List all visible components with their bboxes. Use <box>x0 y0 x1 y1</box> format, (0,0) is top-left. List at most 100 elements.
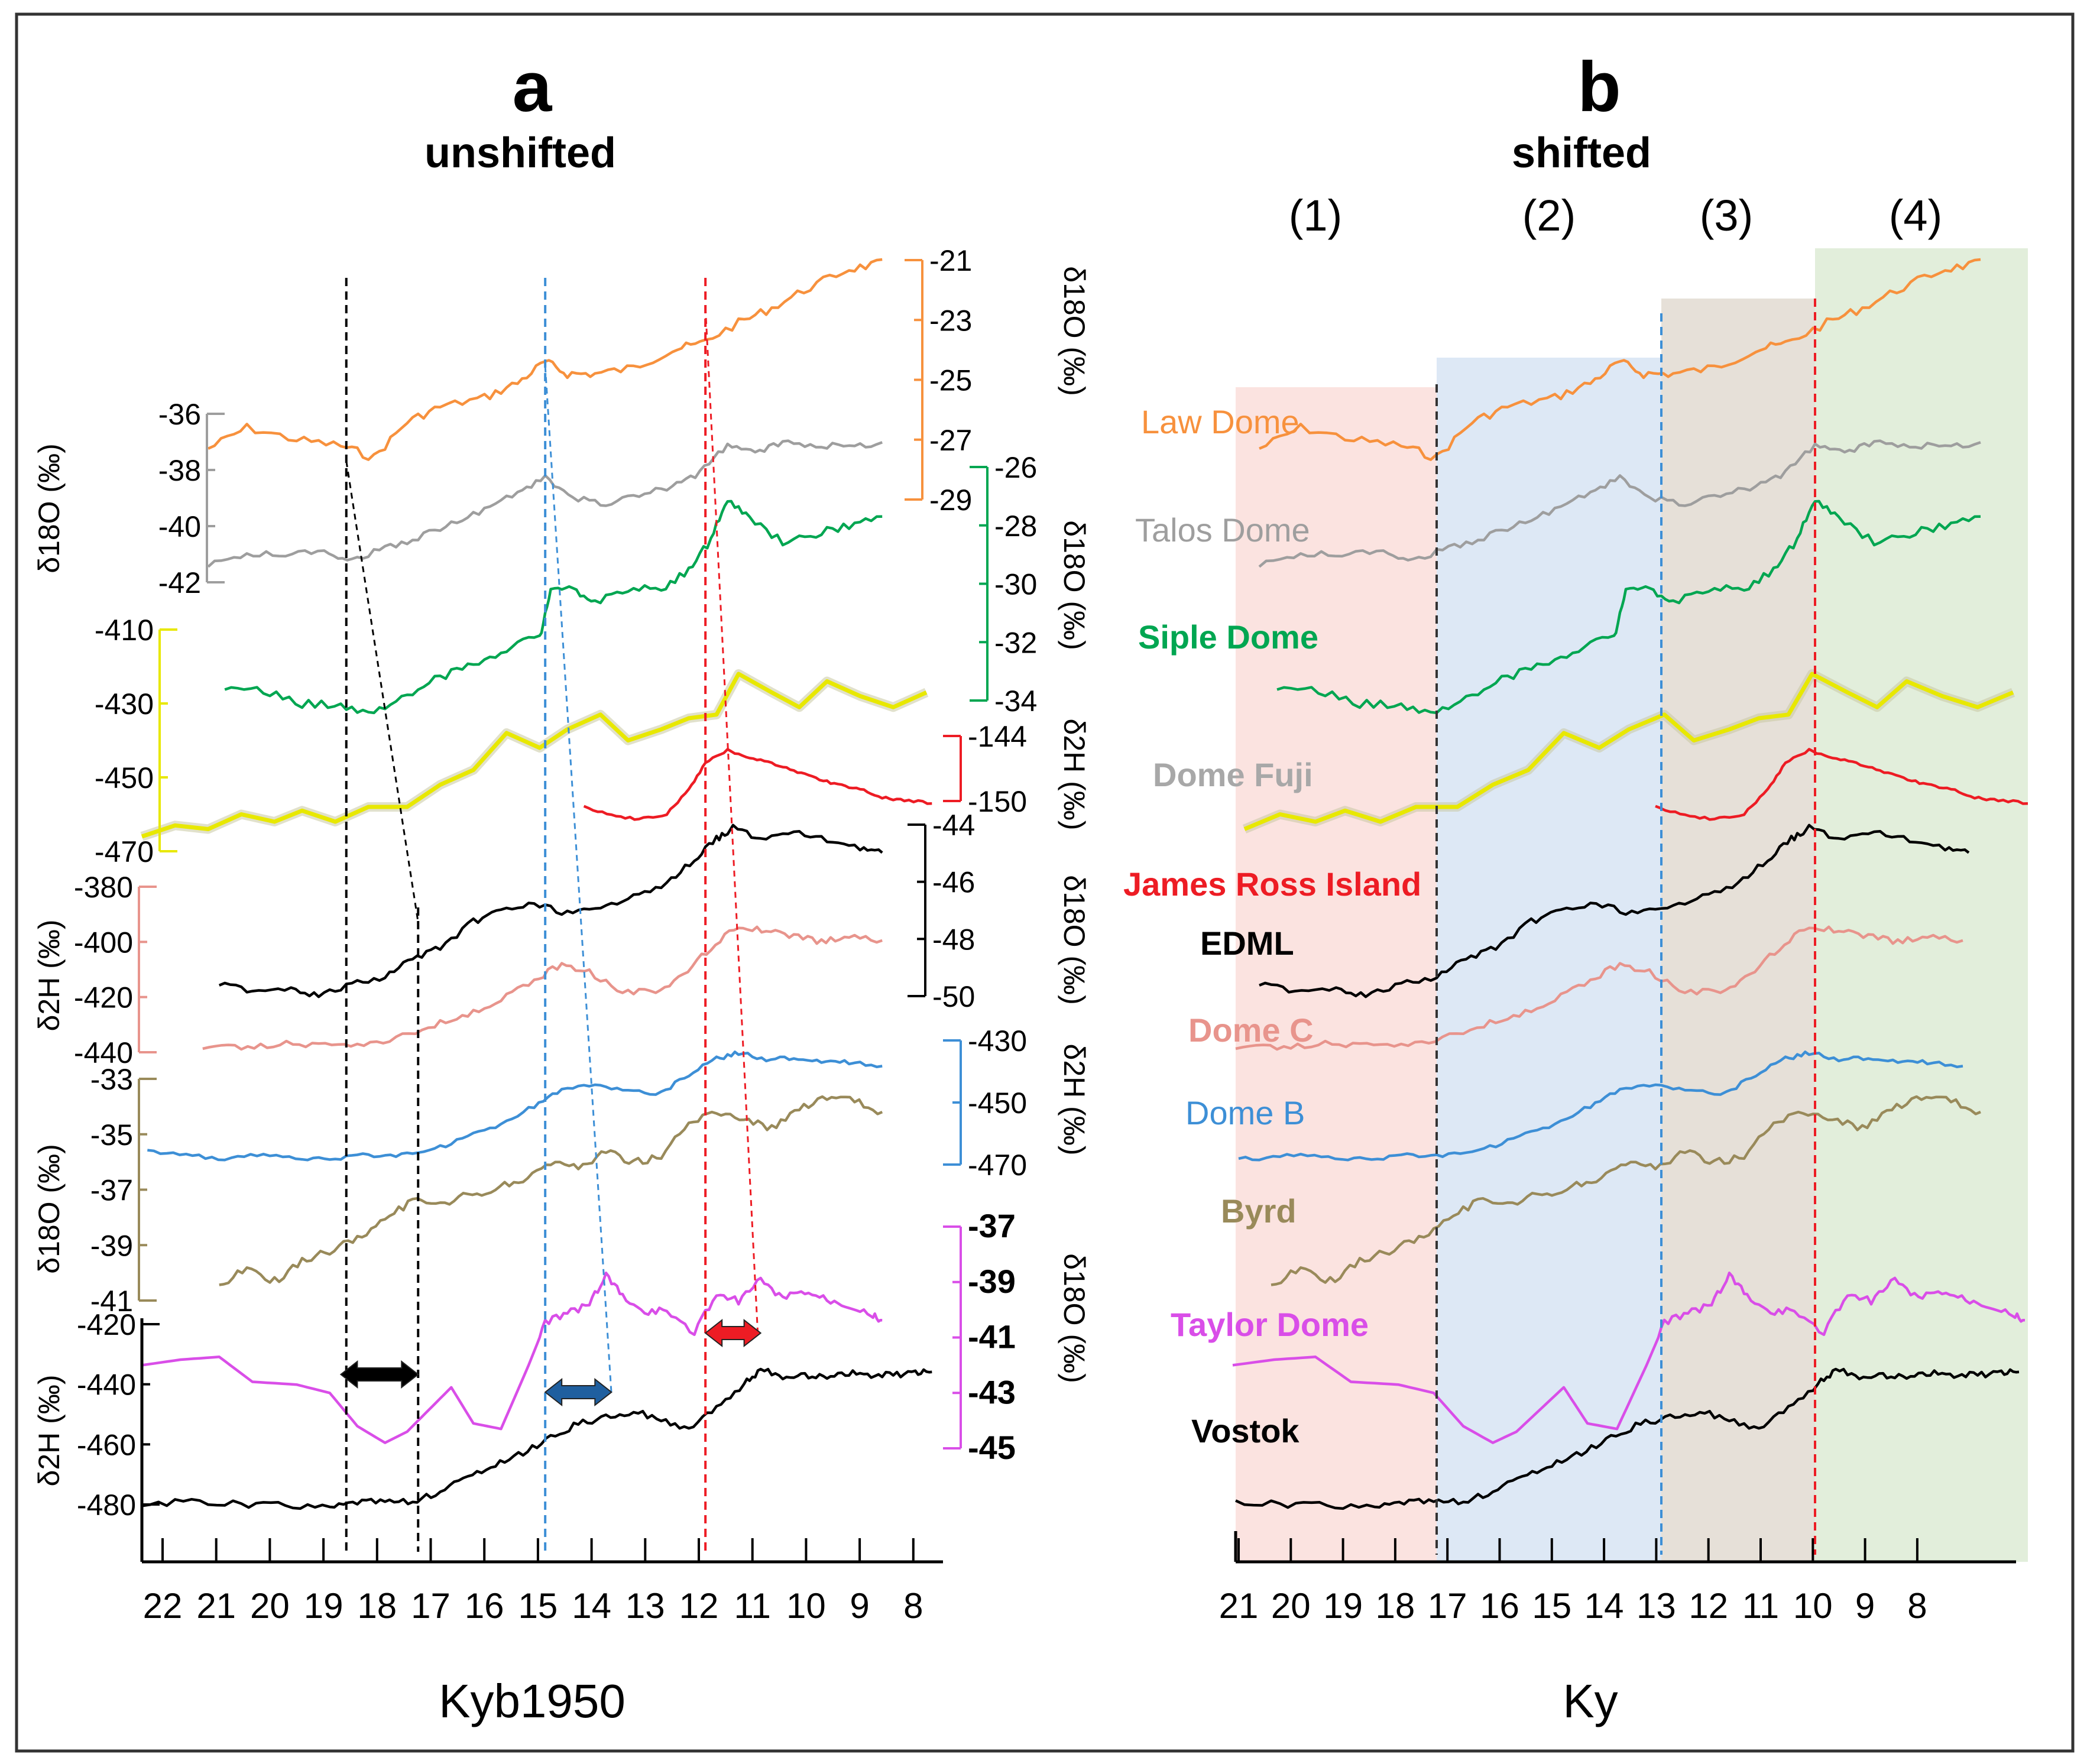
series-a-vostok <box>141 1367 932 1510</box>
x-tick-label-a: 17 <box>411 1586 451 1626</box>
period-shade-3 <box>1661 299 1815 1562</box>
x-axis-b: 21 20 19 18 17 16 15 14 13 12 11 10 9 8 <box>1219 1538 2016 1626</box>
period-shade-1 <box>1236 387 1437 1562</box>
scale-label-dome-fuji: -410 <box>95 614 154 647</box>
x-tick-label-a: 16 <box>465 1586 504 1626</box>
scale-label-byrd: -39 <box>90 1229 133 1262</box>
scale-label-dome-fuji: -430 <box>95 688 154 721</box>
series-b-dome-fuji <box>1243 672 2014 831</box>
scale-label-james-ross: -150 <box>968 785 1027 818</box>
scale-label-talos-dome: -38 <box>158 454 201 487</box>
period-label-4: (4) <box>1889 191 1942 240</box>
scale-byrd: -33 -35 -37 -39 -41 <box>90 1063 157 1318</box>
scale-label-taylor-dome: -39 <box>968 1263 1016 1300</box>
scale-label-law-dome: -29 <box>929 484 972 517</box>
y-label-jri: δ2H (‰) <box>1058 719 1091 831</box>
x-tick-label-a: 19 <box>304 1586 343 1626</box>
scale-taylor-dome: -37 -39 -41 -43 -45 <box>943 1207 1016 1466</box>
scale-label-edml: -50 <box>932 980 975 1013</box>
x-tick-label-b: 15 <box>1532 1586 1571 1626</box>
scale-label-dome-fuji: -470 <box>95 835 154 868</box>
series-b-dome-b <box>1238 1050 1963 1162</box>
series-b-james-ross-island <box>1655 748 2028 821</box>
series-b-byrd <box>1271 1095 1981 1286</box>
y-label-dome-c: δ2H (‰) <box>33 920 66 1032</box>
x-tick-label-b: 12 <box>1689 1586 1728 1626</box>
series-a-edml <box>218 823 883 998</box>
scale-label-byrd: -37 <box>90 1174 133 1207</box>
scale-label-vostok: -440 <box>77 1369 136 1402</box>
scale-label-law-dome: -27 <box>929 424 972 457</box>
scale-label-dome-b: -430 <box>968 1024 1027 1058</box>
site-label-vostok: Vostok <box>1191 1412 1299 1450</box>
x-tick-label-a: 11 <box>734 1586 771 1626</box>
x-tick-label-a: 20 <box>250 1586 290 1626</box>
scale-label-edml: -48 <box>932 923 975 956</box>
scale-label-law-dome: -25 <box>929 364 972 397</box>
scale-label-law-dome: -21 <box>929 244 972 277</box>
period-shade-2 <box>1437 358 1661 1562</box>
scale-dome-c: -380 -400 -420 -440 <box>74 871 157 1069</box>
scale-dome-fuji: -410 -430 -450 -470 <box>95 614 177 868</box>
series-b-vostok <box>1235 1367 2020 1510</box>
period-label-3: (3) <box>1700 191 1753 240</box>
x-tick-label-b: 8 <box>1907 1586 1927 1626</box>
panel-a-subtitle: unshifted <box>424 129 616 177</box>
y-label-talos: δ18O (‰) <box>33 443 66 573</box>
y-label-siple: δ18O (‰) <box>1058 520 1091 650</box>
scale-label-dome-c: -420 <box>74 981 133 1014</box>
figure-frame <box>15 12 2075 1753</box>
panel-b-subtitle: shifted <box>1512 129 1651 177</box>
scale-label-law-dome: -23 <box>929 304 972 337</box>
scale-label-byrd: -33 <box>90 1063 133 1096</box>
series-a-talos-dome <box>207 439 883 568</box>
x-tick-label-a: 15 <box>518 1586 558 1626</box>
x-tick-label-b: 21 <box>1219 1586 1259 1626</box>
scale-james-ross: -144 -150 <box>943 720 1027 818</box>
x-tick-label-b: 11 <box>1742 1586 1779 1626</box>
period-label-2: (2) <box>1522 191 1576 240</box>
site-label-talos-dome: Talos Dome <box>1135 511 1310 549</box>
x-tick-label-b: 10 <box>1793 1586 1833 1626</box>
y-label-law: δ18O (‰) <box>1058 266 1091 396</box>
site-label-siple-dome: Siple Dome <box>1138 618 1318 656</box>
scale-edml: -44 -46 -48 -50 <box>908 809 975 1013</box>
scale-label-james-ross: -144 <box>968 720 1027 753</box>
scale-label-vostok: -480 <box>77 1489 136 1522</box>
series-a-dome-fuji <box>141 672 928 839</box>
panel-a-letter: a <box>513 47 553 127</box>
panel-b-letter: b <box>1577 47 1621 127</box>
series-b-taylor-dome <box>1232 1272 2026 1444</box>
scale-label-dome-b: -450 <box>968 1087 1027 1120</box>
series-b-talos-dome <box>1258 439 1981 568</box>
scale-label-siple-dome: -30 <box>994 568 1037 601</box>
scale-label-byrd: -41 <box>90 1285 133 1318</box>
period-label-1: (1) <box>1289 191 1342 240</box>
site-label-dome-fuji: Dome Fuji <box>1153 756 1313 793</box>
site-label-law-dome: Law Dome <box>1141 403 1299 440</box>
scale-label-dome-c: -380 <box>74 871 133 904</box>
y-label-dome-b: δ2H (‰) <box>1058 1044 1091 1156</box>
scale-label-edml: -46 <box>932 866 975 899</box>
x-tick-label-b: 16 <box>1480 1586 1519 1626</box>
x-tick-label-b: 14 <box>1584 1586 1624 1626</box>
x-tick-label-b: 13 <box>1636 1586 1676 1626</box>
scale-label-vostok: -460 <box>77 1428 136 1461</box>
series-a-byrd <box>219 1095 883 1286</box>
x-tick-label-a: 21 <box>196 1586 236 1626</box>
scale-label-talos-dome: -42 <box>158 566 201 599</box>
scale-label-siple-dome: -34 <box>994 685 1037 718</box>
series-b-dome-c <box>1235 925 1963 1051</box>
double-arrow-0 <box>339 1360 419 1389</box>
scale-label-siple-dome: -26 <box>994 451 1037 484</box>
series-a-james-ross-island <box>583 748 932 821</box>
x-tick-label-b: 20 <box>1271 1586 1311 1626</box>
x-tick-label-a: 12 <box>679 1586 719 1626</box>
scale-law-dome: -21 -23 -25 -27 -29 <box>905 244 972 517</box>
site-label-dome-b: Dome B <box>1185 1094 1305 1131</box>
scale-label-talos-dome: -40 <box>158 510 201 543</box>
y-label-taylor: δ18O (‰) <box>1058 1253 1091 1383</box>
series-a-siple-dome <box>224 500 883 715</box>
series-b-siple-dome <box>1276 500 1981 715</box>
site-label-byrd: Byrd <box>1221 1192 1297 1230</box>
